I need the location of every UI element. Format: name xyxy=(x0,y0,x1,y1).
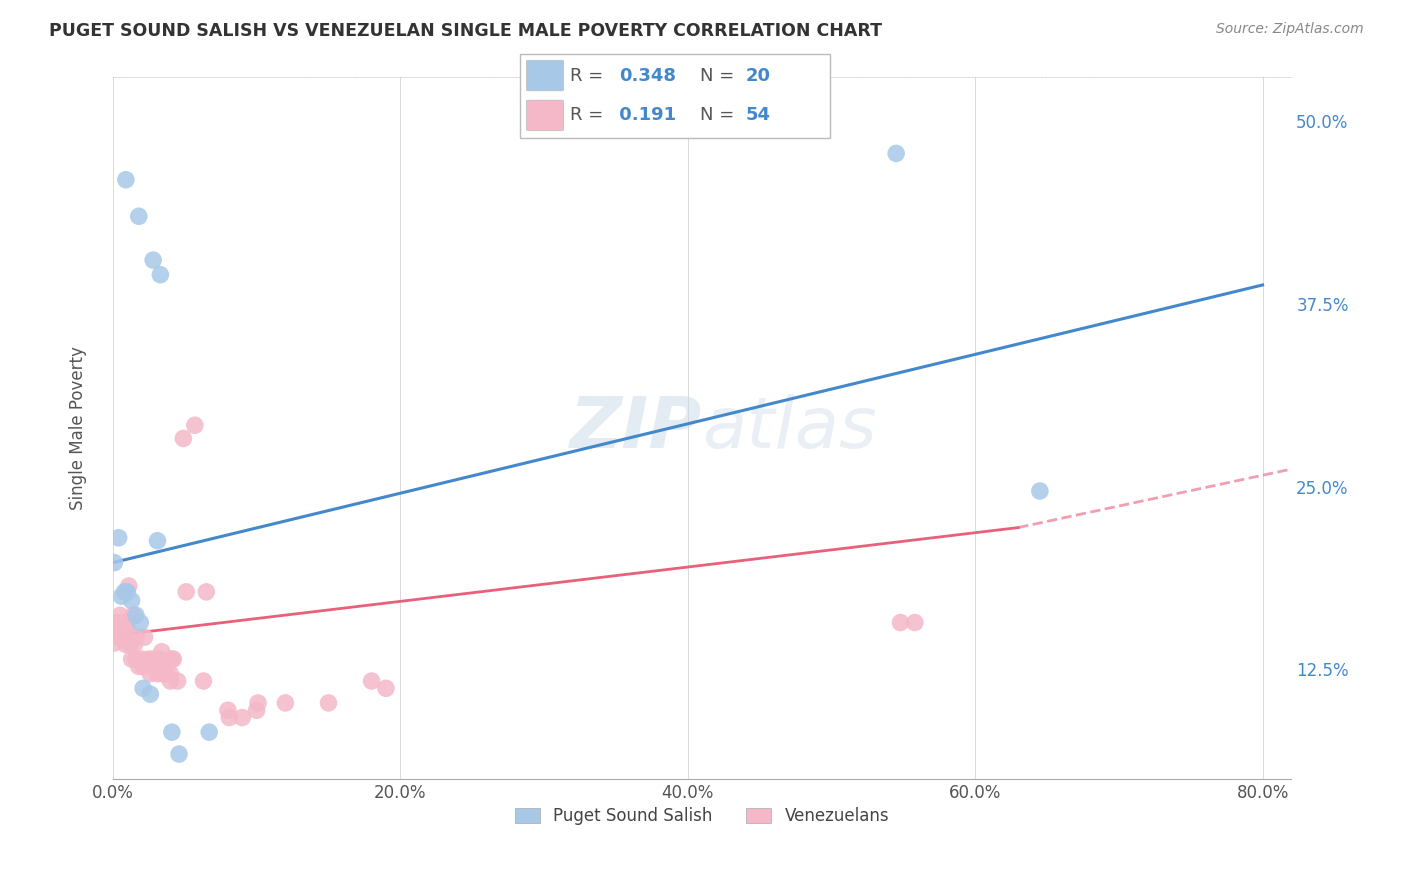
Point xyxy=(138,652,160,666)
Point xyxy=(107,623,129,637)
Point xyxy=(155,659,177,673)
Point xyxy=(115,637,138,651)
Point xyxy=(160,725,183,739)
Point xyxy=(318,696,340,710)
Point xyxy=(117,623,139,637)
Point xyxy=(246,703,269,717)
Point xyxy=(125,630,148,644)
Point xyxy=(103,636,125,650)
Point xyxy=(166,673,188,688)
Point xyxy=(117,585,139,599)
Text: N =: N = xyxy=(700,105,740,123)
Text: N =: N = xyxy=(700,67,740,85)
Point xyxy=(108,608,131,623)
Point xyxy=(142,652,165,666)
Point xyxy=(121,593,143,607)
Point xyxy=(103,629,125,643)
Point xyxy=(118,579,141,593)
Point xyxy=(218,710,240,724)
Point xyxy=(108,630,131,644)
Point xyxy=(139,687,162,701)
Point xyxy=(146,533,169,548)
Point xyxy=(184,418,207,433)
Point xyxy=(129,615,152,630)
Point xyxy=(172,431,194,445)
Text: R =: R = xyxy=(569,105,609,123)
Point xyxy=(193,673,215,688)
Point xyxy=(125,652,148,666)
Y-axis label: Single Male Poverty: Single Male Poverty xyxy=(69,346,87,510)
Point xyxy=(117,615,139,630)
Text: R =: R = xyxy=(569,67,609,85)
FancyBboxPatch shape xyxy=(526,61,564,91)
Point xyxy=(111,623,134,637)
Point xyxy=(148,652,170,666)
Point xyxy=(115,173,138,187)
Point xyxy=(217,703,239,717)
Text: PUGET SOUND SALISH VS VENEZUELAN SINGLE MALE POVERTY CORRELATION CHART: PUGET SOUND SALISH VS VENEZUELAN SINGLE … xyxy=(49,22,882,40)
FancyBboxPatch shape xyxy=(520,54,830,138)
Text: 20: 20 xyxy=(747,67,770,85)
Point xyxy=(103,623,125,637)
Point xyxy=(128,659,150,673)
Point xyxy=(375,681,398,696)
Point xyxy=(146,666,169,681)
Point xyxy=(195,585,218,599)
Point xyxy=(120,637,142,651)
Point xyxy=(125,608,148,623)
Point xyxy=(149,268,172,282)
Point xyxy=(360,673,382,688)
Point xyxy=(159,673,181,688)
Text: Source: ZipAtlas.com: Source: ZipAtlas.com xyxy=(1216,22,1364,37)
Text: 0.191: 0.191 xyxy=(613,105,676,123)
Point xyxy=(121,652,143,666)
Point xyxy=(150,645,173,659)
Point xyxy=(103,556,125,570)
Point xyxy=(105,615,128,630)
Point xyxy=(162,652,184,666)
Text: atlas: atlas xyxy=(702,393,877,463)
Point xyxy=(884,146,907,161)
Point xyxy=(152,666,174,681)
Point xyxy=(231,710,253,724)
Point xyxy=(904,615,927,630)
Point xyxy=(111,615,134,630)
Point xyxy=(128,209,150,223)
Point xyxy=(198,725,221,739)
Point xyxy=(247,696,270,710)
Point xyxy=(139,666,162,681)
Point xyxy=(167,747,190,761)
Point xyxy=(145,659,167,673)
FancyBboxPatch shape xyxy=(526,100,564,130)
Point xyxy=(112,585,135,599)
Point xyxy=(107,531,129,545)
Point xyxy=(132,659,155,673)
Point xyxy=(110,589,132,603)
Point xyxy=(1029,483,1052,498)
Point xyxy=(134,630,156,644)
Point xyxy=(160,652,183,666)
Point xyxy=(889,615,911,630)
Point xyxy=(131,652,153,666)
Point xyxy=(112,630,135,644)
Point xyxy=(174,585,197,599)
Text: ZIP: ZIP xyxy=(569,393,702,463)
Point xyxy=(122,608,145,623)
Point xyxy=(142,253,165,268)
Text: 0.348: 0.348 xyxy=(619,67,676,85)
Legend: Puget Sound Salish, Venezuelans: Puget Sound Salish, Venezuelans xyxy=(506,799,897,834)
Point xyxy=(159,666,181,681)
Point xyxy=(124,637,146,651)
Text: 54: 54 xyxy=(747,105,770,123)
Point xyxy=(132,681,155,696)
Point xyxy=(274,696,297,710)
